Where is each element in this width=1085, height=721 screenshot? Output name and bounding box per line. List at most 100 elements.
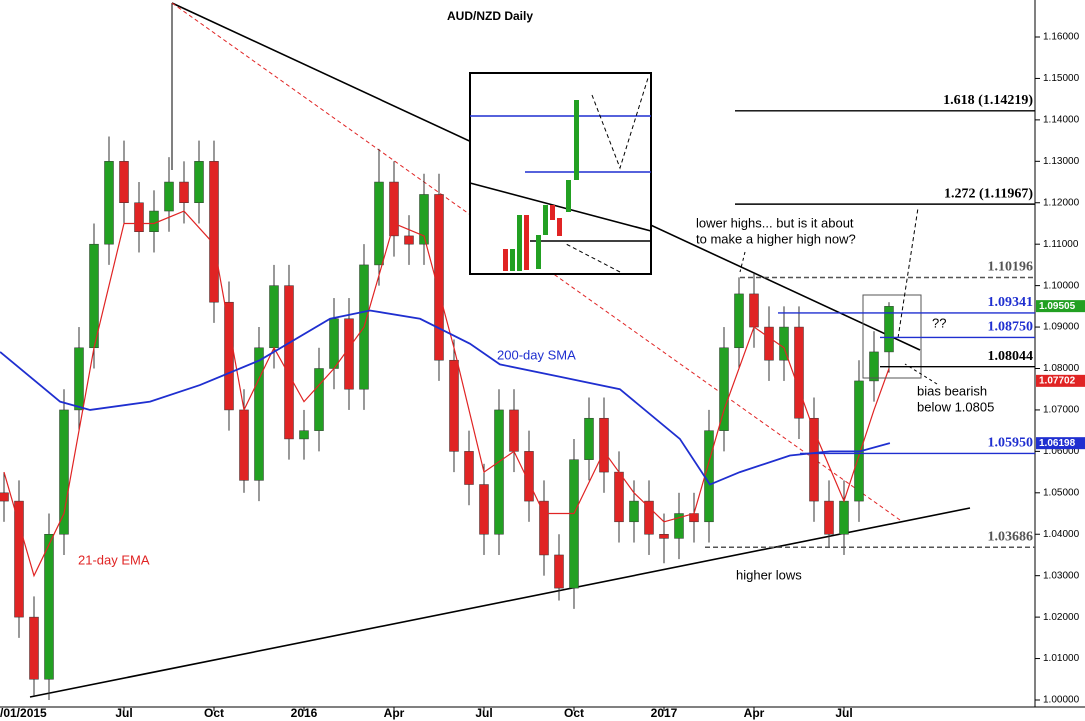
candle-body <box>254 347 264 481</box>
y-tick-label: 1.03000 <box>1043 570 1080 581</box>
candle-body <box>239 409 249 481</box>
candle-body <box>524 451 534 502</box>
plot <box>0 136 894 700</box>
projection-arrow <box>897 207 919 339</box>
x-tick-label: Apr <box>384 706 405 720</box>
y-tick-label: 1.15000 <box>1043 73 1080 84</box>
inset-candle <box>510 249 515 271</box>
inset-candle <box>543 205 548 235</box>
candle-body <box>209 161 219 303</box>
inset-candle <box>574 100 579 180</box>
candle-body <box>629 500 639 523</box>
candle-body <box>749 293 759 328</box>
candle-body <box>614 471 624 523</box>
annotation: higher lows <box>736 567 802 582</box>
candle-body <box>314 368 324 431</box>
price-tag <box>1036 437 1085 450</box>
level-label: 1.272 (1.11967) <box>944 186 1033 201</box>
sma-label: 200-day SMA <box>497 347 576 362</box>
candle-body <box>869 351 879 382</box>
candle-body <box>134 202 144 233</box>
x-tick-label: Oct <box>204 706 224 720</box>
y-tick-label: 1.09000 <box>1043 322 1080 333</box>
candle-body <box>29 616 39 680</box>
candle-body <box>194 161 204 204</box>
candle-body <box>479 484 489 535</box>
candle-body <box>554 554 564 589</box>
candle-body <box>674 513 684 539</box>
candle-body <box>104 161 114 245</box>
candle-body <box>14 500 24 618</box>
candle-body <box>404 235 414 245</box>
y-tick-label: 1.14000 <box>1043 115 1080 126</box>
candle-body <box>719 347 729 431</box>
candle-body <box>839 500 849 535</box>
price-tag <box>1036 300 1085 313</box>
indicator-line <box>0 309 891 486</box>
y-tick-label: 1.07000 <box>1043 405 1080 416</box>
candle-body <box>509 409 519 452</box>
candle-body <box>299 430 309 440</box>
start-date-label: /01/2015 <box>0 706 47 720</box>
indicator-line <box>3 210 890 578</box>
annotation: lower highs... but is it about <box>696 215 854 230</box>
candle-body <box>344 318 354 390</box>
inset-candle <box>517 215 522 271</box>
candle-body <box>734 293 744 349</box>
y-tick-label: 1.12000 <box>1043 197 1080 208</box>
y-tick-label: 1.02000 <box>1043 612 1080 623</box>
candle-body <box>59 409 69 535</box>
candle-body <box>704 430 714 523</box>
candle-body <box>74 347 84 411</box>
inset-candle <box>503 249 508 271</box>
level-label: 1.09341 <box>988 295 1034 310</box>
candle-body <box>539 500 549 556</box>
price-tag <box>1036 374 1085 387</box>
x-tick-label: Jul <box>115 706 132 720</box>
candle-body <box>659 533 669 539</box>
level-label: 1.03686 <box>988 529 1034 544</box>
candle-body <box>374 181 384 266</box>
trendline-red <box>171 2 901 521</box>
y-tick-label: 1.05000 <box>1043 487 1080 498</box>
candle-body <box>884 306 894 353</box>
candle-body <box>269 285 279 349</box>
candle-body <box>224 301 234 411</box>
inset-frame <box>469 72 652 275</box>
inset-candle <box>536 235 541 269</box>
level-label: 1.08044 <box>988 349 1034 364</box>
level-label: 1.10196 <box>988 260 1034 275</box>
y-tick-label: 1.04000 <box>1043 529 1080 540</box>
level-label: 1.08750 <box>988 320 1034 335</box>
candle-body <box>119 161 129 204</box>
candle-body <box>644 500 654 535</box>
candle-body <box>179 181 189 204</box>
annotation: below 1.0805 <box>917 399 994 414</box>
y-tick-label: 1.16000 <box>1043 32 1080 43</box>
x-tick-label: 2016 <box>291 706 318 720</box>
x-tick-label: Apr <box>744 706 765 720</box>
candle-body <box>329 318 339 369</box>
inset-candle <box>566 180 571 212</box>
y-tick-label: 1.06000 <box>1043 446 1080 457</box>
candle-body <box>494 409 504 535</box>
price-tag-label: 1.06198 <box>1039 438 1076 449</box>
annotation: ?? <box>932 315 946 330</box>
candle-body <box>389 181 399 237</box>
y-tick-label: 1.10000 <box>1043 280 1080 291</box>
candle-body <box>764 326 774 361</box>
inset-candle <box>557 218 562 236</box>
y-tick-label: 1.13000 <box>1043 156 1080 167</box>
candle-body <box>44 533 54 680</box>
price-tag-label: 1.09505 <box>1039 301 1076 312</box>
y-tick-label: 1.00000 <box>1043 695 1080 706</box>
zoom-box <box>862 294 922 379</box>
inset <box>469 72 652 275</box>
ema-label: 21-day EMA <box>78 552 150 567</box>
x-tick-label: Jul <box>475 706 492 720</box>
chart-title: AUD/NZD Daily <box>447 9 533 23</box>
candle-body <box>854 380 864 502</box>
candle-body <box>584 417 594 460</box>
candle-body <box>449 359 459 452</box>
candle-body <box>164 181 174 212</box>
